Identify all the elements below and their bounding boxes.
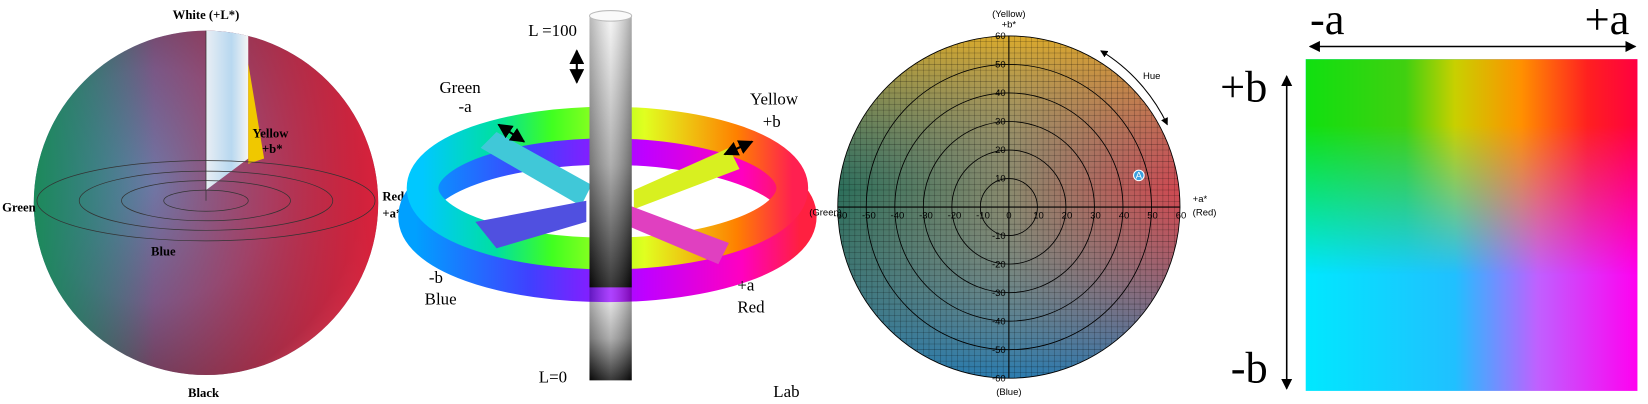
x-tick-label: 40 [1119, 211, 1130, 222]
x-tick-label: 0 [1006, 211, 1011, 222]
label: Yellow [750, 90, 799, 109]
y-tick-label: 40 [995, 88, 1006, 99]
point-label: A [1136, 171, 1143, 182]
label: +a* [1193, 194, 1208, 205]
label: Green [2, 200, 36, 214]
spoke [630, 206, 729, 265]
label: -a [1310, 0, 1345, 44]
x-tick-label: -50 [862, 211, 876, 222]
y-tick-label: 50 [995, 60, 1006, 71]
sphere-rings [36, 30, 376, 242]
y-tick-label: 20 [995, 145, 1006, 156]
y-tick-label: 60 [995, 31, 1006, 42]
sphere-green [33, 30, 379, 376]
x-tick-label: -10 [976, 211, 990, 222]
label: Blue [151, 245, 176, 259]
y-tick-label: 30 [995, 117, 1006, 128]
label: White (+L*) [173, 8, 240, 22]
x-tick-label: 20 [1062, 211, 1073, 222]
label: (Red) [1193, 208, 1217, 219]
label: +a [1585, 0, 1630, 44]
x-tick-label: 50 [1147, 211, 1158, 222]
cylinder-shade [589, 15, 632, 381]
x-tick-label: 30 [1090, 211, 1101, 222]
lab-plane: A (Yellow) +b* Hue (Green) +a* (Red) (Bl… [809, 9, 1216, 398]
spoke [475, 200, 587, 249]
spoke [633, 147, 740, 210]
label: +b [763, 112, 781, 131]
sphere-cut [206, 30, 249, 191]
hue-arrow [1100, 50, 1168, 126]
label: -a [458, 97, 472, 116]
x-tick-label: 10 [1033, 211, 1044, 222]
label: (Yellow) [992, 9, 1025, 20]
x-tick-label: -30 [919, 211, 933, 222]
label: L=0 [539, 367, 567, 386]
lab-sphere: White (+L*) Yellow +b* Green Red +a* Blu… [2, 8, 404, 400]
label: Black [188, 386, 220, 400]
label: Yellow [252, 126, 289, 140]
x-tick-label: -40 [891, 211, 905, 222]
label: Red [382, 190, 404, 204]
cylinder-top [588, 10, 633, 22]
point-marker [1133, 169, 1145, 182]
label: Hue [1143, 71, 1160, 82]
label: Lab [773, 382, 799, 401]
y-tick-label: -10 [992, 231, 1006, 242]
label: -b [1231, 342, 1268, 392]
y-tick-label: 10 [995, 174, 1006, 185]
label: Blue [425, 289, 457, 308]
y-tick-label: -20 [992, 259, 1006, 270]
ab-square: -a +a +b -b [1220, 0, 1638, 392]
label: +a* [382, 207, 402, 221]
y-tick-label: -60 [992, 373, 1006, 384]
label: +b [1220, 61, 1267, 111]
square-top [1305, 59, 1638, 391]
label: L =100 [528, 21, 577, 40]
label: Green [439, 78, 481, 97]
label: Red [737, 298, 765, 317]
label: (Blue) [996, 387, 1021, 398]
spoke [480, 132, 592, 207]
y-tick-label: -40 [992, 316, 1006, 327]
sphere-yellow [248, 63, 265, 164]
x-tick-label: -60 [834, 211, 848, 222]
y-tick-label: -50 [992, 345, 1006, 356]
y-tick-label: -30 [992, 288, 1006, 299]
arrows [497, 49, 754, 156]
x-tick-label: 60 [1176, 211, 1187, 222]
label: +b* [262, 142, 283, 156]
label: +a [737, 276, 755, 295]
label: (Green) [809, 208, 842, 219]
x-tick-label: -20 [948, 211, 962, 222]
label: -b [429, 268, 443, 287]
lab-ring: L =100 Green -a Yellow +b -b Blue +a Red… [398, 10, 817, 401]
label: +b* [1002, 19, 1017, 30]
